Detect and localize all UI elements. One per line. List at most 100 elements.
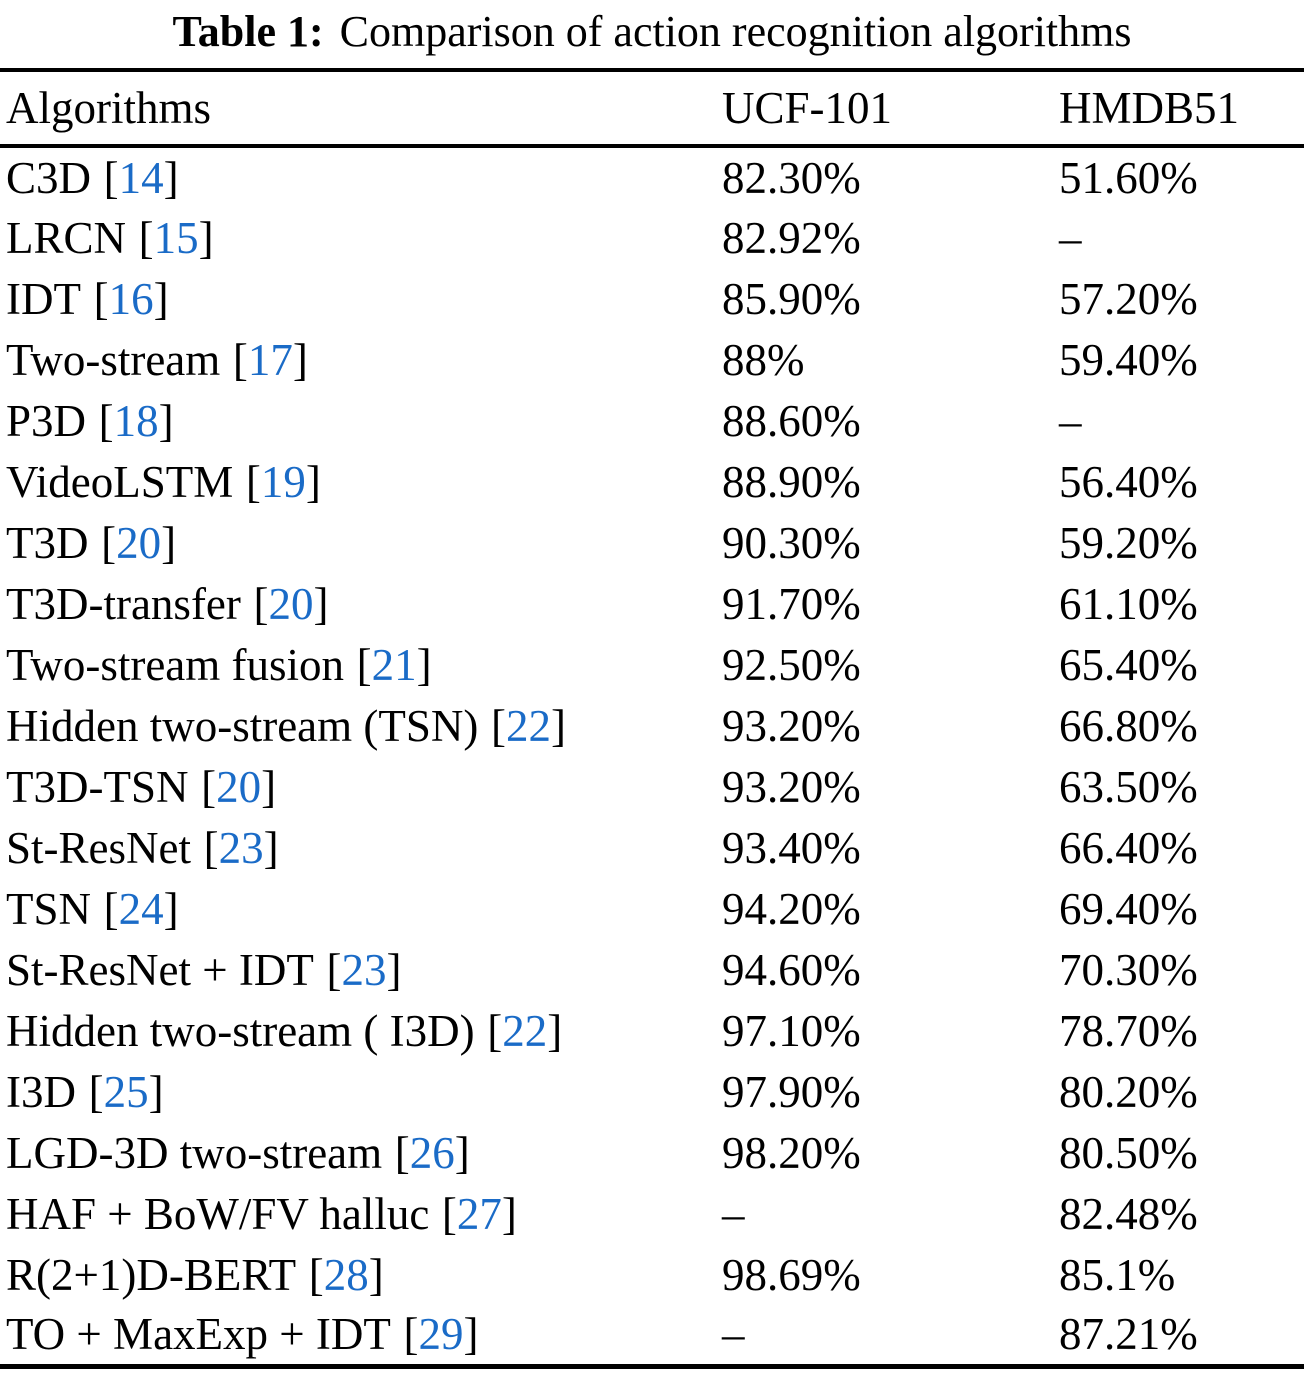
- algorithm-cell: VideoLSTM [19]: [0, 451, 722, 512]
- table-row: I3D [25] 97.90% 80.20%: [0, 1061, 1304, 1122]
- table-row: St-ResNet + IDT [23] 94.60% 70.30%: [0, 939, 1304, 1000]
- algorithm-name: I3D: [6, 1066, 76, 1117]
- citation-bracket: [23]: [203, 822, 279, 873]
- citation-link[interactable]: 18: [113, 395, 159, 446]
- algorithm-name: TSN: [6, 883, 92, 934]
- ucf101-value: 98.69%: [722, 1249, 861, 1300]
- citation-bracket: [14]: [103, 152, 179, 203]
- comparison-table: Algorithms UCF-101 HMDB51 C3D [14] 82.30%…: [0, 68, 1304, 1369]
- algorithm-cell: TSN [24]: [0, 878, 722, 939]
- table-header-row: Algorithms UCF-101 HMDB51: [0, 70, 1304, 146]
- citation-bracket: [20]: [101, 517, 177, 568]
- hmdb51-value: 59.40%: [1059, 334, 1198, 385]
- hmdb51-value: 70.30%: [1059, 944, 1198, 995]
- table-caption: Table 1: Comparison of action recognition…: [0, 0, 1304, 68]
- citation-link[interactable]: 15: [153, 212, 199, 263]
- algorithm-cell: P3D [18]: [0, 390, 722, 451]
- citation-link[interactable]: 24: [118, 883, 164, 934]
- citation-link[interactable]: 26: [409, 1127, 455, 1178]
- table-row: LGD-3D two-stream [26] 98.20% 80.50%: [0, 1122, 1304, 1183]
- algorithm-name: R(2+1)D-BERT: [6, 1249, 297, 1300]
- table-caption-text: Comparison of action recognition algorit…: [339, 7, 1132, 56]
- algorithm-name: St-ResNet + IDT: [6, 944, 314, 995]
- table-row: R(2+1)D-BERT [28] 98.69% 85.1%: [0, 1244, 1304, 1305]
- table-row: C3D [14] 82.30% 51.60%: [0, 146, 1304, 207]
- citation-link[interactable]: 19: [260, 456, 306, 507]
- hmdb51-value: 80.50%: [1059, 1127, 1198, 1178]
- algorithm-name: P3D: [6, 395, 87, 446]
- hmdb51-value: 59.20%: [1059, 517, 1198, 568]
- ucf101-value: 94.60%: [722, 944, 861, 995]
- citation-bracket: [25]: [88, 1066, 164, 1117]
- hmdb51-value: 80.20%: [1059, 1066, 1198, 1117]
- citation-link[interactable]: 14: [118, 152, 164, 203]
- algorithm-cell: TO + MaxExp + IDT [29]: [0, 1305, 722, 1366]
- citation-bracket: [18]: [98, 395, 174, 446]
- citation-link[interactable]: 20: [268, 578, 314, 629]
- hmdb51-value: 61.10%: [1059, 578, 1198, 629]
- citation-link[interactable]: 22: [505, 700, 551, 751]
- algorithm-name: T3D-TSN: [6, 761, 189, 812]
- algorithm-name: T3D: [6, 517, 89, 568]
- algorithm-cell: R(2+1)D-BERT [28]: [0, 1244, 722, 1305]
- citation-link[interactable]: 22: [502, 1005, 548, 1056]
- table-row: HAF + BoW/FV halluc [27] – 82.48%: [0, 1183, 1304, 1244]
- algorithm-cell: IDT [16]: [0, 268, 722, 329]
- algorithm-cell: Two-stream [17]: [0, 329, 722, 390]
- table-caption-label: Table 1:: [172, 7, 324, 56]
- citation-link[interactable]: 25: [103, 1066, 149, 1117]
- algorithm-name: VideoLSTM: [6, 456, 234, 507]
- ucf101-value: 97.10%: [722, 1005, 861, 1056]
- algorithm-name: HAF + BoW/FV halluc: [6, 1188, 430, 1239]
- algorithm-cell: Hidden two-stream (TSN) [22]: [0, 695, 722, 756]
- table-row: Hidden two-stream (TSN) [22] 93.20% 66.80…: [0, 695, 1304, 756]
- citation-bracket: [19]: [245, 456, 321, 507]
- citation-bracket: [23]: [326, 944, 402, 995]
- ucf101-value: 93.20%: [722, 761, 861, 812]
- citation-link[interactable]: 27: [456, 1188, 502, 1239]
- ucf101-value: 82.92%: [722, 212, 861, 263]
- table-row: Two-stream [17] 88% 59.40%: [0, 329, 1304, 390]
- citation-bracket: [20]: [253, 578, 329, 629]
- ucf101-value: 93.20%: [722, 700, 861, 751]
- citation-bracket: [16]: [93, 273, 169, 324]
- ucf101-value: 97.90%: [722, 1066, 861, 1117]
- table-row: IDT [16] 85.90% 57.20%: [0, 268, 1304, 329]
- algorithm-cell: C3D [14]: [0, 146, 722, 207]
- algorithm-cell: T3D-TSN [20]: [0, 756, 722, 817]
- hmdb51-value: 51.60%: [1059, 152, 1198, 203]
- citation-link[interactable]: 23: [218, 822, 264, 873]
- table-row: Hidden two-stream ( I3D) [22] 97.10% 78.7…: [0, 1000, 1304, 1061]
- ucf101-value: –: [722, 1188, 745, 1239]
- table-row: T3D [20] 90.30% 59.20%: [0, 512, 1304, 573]
- citation-link[interactable]: 29: [418, 1309, 464, 1360]
- table-row: LRCN [15] 82.92% –: [0, 207, 1304, 268]
- citation-link[interactable]: 28: [323, 1249, 369, 1300]
- citation-bracket: [21]: [356, 639, 432, 690]
- citation-link[interactable]: 21: [371, 639, 417, 690]
- hmdb51-value: 63.50%: [1059, 761, 1198, 812]
- table-row: TO + MaxExp + IDT [29] – 87.21%: [0, 1305, 1304, 1366]
- citation-link[interactable]: 20: [216, 761, 262, 812]
- algorithm-name: Hidden two-stream ( I3D): [6, 1005, 475, 1056]
- table-body: C3D [14] 82.30% 51.60% LRCN [15] 82.92% – …: [0, 146, 1304, 1366]
- algorithm-cell: Hidden two-stream ( I3D) [22]: [0, 1000, 722, 1061]
- column-header-ucf101: UCF-101: [722, 83, 893, 133]
- citation-bracket: [29]: [403, 1309, 479, 1360]
- ucf101-value: 82.30%: [722, 152, 861, 203]
- algorithm-cell: LGD-3D two-stream [26]: [0, 1122, 722, 1183]
- citation-link[interactable]: 17: [247, 334, 293, 385]
- citation-link[interactable]: 23: [341, 944, 387, 995]
- citation-link[interactable]: 20: [116, 517, 162, 568]
- ucf101-value: –: [722, 1309, 745, 1360]
- citation-link[interactable]: 16: [108, 273, 154, 324]
- ucf101-value: 91.70%: [722, 578, 861, 629]
- hmdb51-value: –: [1059, 395, 1082, 446]
- hmdb51-value: –: [1059, 212, 1082, 263]
- hmdb51-value: 65.40%: [1059, 639, 1198, 690]
- citation-bracket: [22]: [490, 700, 566, 751]
- algorithm-name: Two-stream fusion: [6, 639, 345, 690]
- algorithm-cell: HAF + BoW/FV halluc [27]: [0, 1183, 722, 1244]
- algorithm-name: T3D-transfer: [6, 578, 241, 629]
- citation-bracket: [28]: [308, 1249, 384, 1300]
